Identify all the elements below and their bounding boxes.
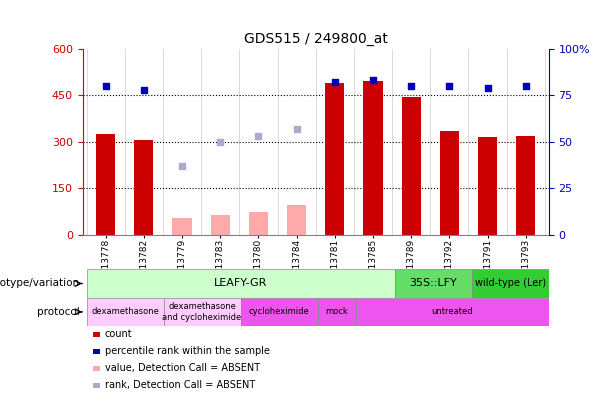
- Bar: [134, 140, 153, 235]
- Text: LEAFY-GR: LEAFY-GR: [214, 279, 267, 288]
- Text: value, Detection Call = ABSENT: value, Detection Call = ABSENT: [105, 363, 260, 373]
- Point: [215, 139, 225, 145]
- Text: dexamethasone
and cycloheximide: dexamethasone and cycloheximide: [162, 302, 242, 322]
- Bar: [440, 131, 459, 235]
- Text: percentile rank within the sample: percentile rank within the sample: [105, 346, 270, 356]
- Bar: [356, 298, 549, 326]
- Point: [406, 83, 416, 89]
- Text: genotype/variation: genotype/variation: [0, 279, 80, 288]
- Point: [254, 133, 264, 139]
- Text: rank, Detection Call = ABSENT: rank, Detection Call = ABSENT: [105, 380, 255, 390]
- Bar: [240, 298, 318, 326]
- Text: cycloheximide: cycloheximide: [249, 307, 310, 316]
- Bar: [471, 269, 549, 298]
- Point: [330, 79, 340, 85]
- Bar: [164, 298, 240, 326]
- Bar: [172, 218, 192, 235]
- Bar: [326, 83, 345, 235]
- Bar: [86, 298, 164, 326]
- Point: [368, 77, 378, 83]
- Point: [292, 126, 302, 132]
- Text: dexamethasone: dexamethasone: [91, 307, 159, 316]
- Bar: [395, 269, 471, 298]
- Bar: [96, 134, 115, 235]
- Text: mock: mock: [326, 307, 348, 316]
- Text: wild-type (Ler): wild-type (Ler): [474, 279, 546, 288]
- Text: protocol: protocol: [37, 307, 80, 317]
- Point: [139, 86, 149, 93]
- Bar: [478, 137, 497, 235]
- Bar: [211, 215, 230, 235]
- Bar: [86, 269, 395, 298]
- Bar: [318, 298, 356, 326]
- Bar: [364, 81, 383, 235]
- Title: GDS515 / 249800_at: GDS515 / 249800_at: [244, 32, 387, 46]
- Bar: [516, 136, 535, 235]
- Text: untreated: untreated: [432, 307, 473, 316]
- Point: [521, 83, 531, 89]
- Bar: [249, 211, 268, 235]
- Point: [482, 85, 492, 91]
- Text: 35S::LFY: 35S::LFY: [409, 279, 457, 288]
- Point: [444, 83, 454, 89]
- Point: [177, 163, 187, 169]
- Bar: [402, 97, 421, 235]
- Point: [101, 83, 110, 89]
- Text: count: count: [105, 329, 132, 339]
- Bar: [287, 205, 306, 235]
